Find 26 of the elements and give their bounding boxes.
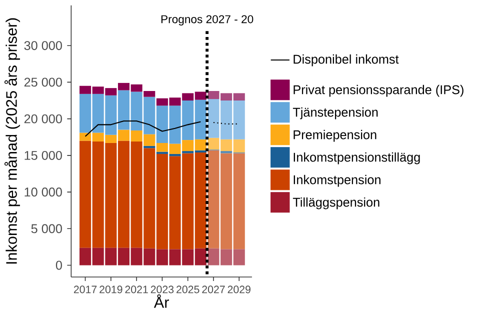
x-tick-label: 2025 xyxy=(176,286,200,294)
legend-label: Inkomstpensionstillägg xyxy=(294,152,420,164)
y-tick-label: 30 000 xyxy=(24,41,62,50)
legend-label: Inkomstpension xyxy=(294,175,380,187)
legend-label: Tilläggspension xyxy=(292,198,380,210)
y-tick-label: 0 xyxy=(56,260,62,270)
line-series xyxy=(84,120,202,138)
y-axis-title: Inkomst per månad (2025 års priser) xyxy=(4,18,20,264)
bar xyxy=(156,152,168,154)
x-tick-label: 2017 xyxy=(74,286,97,294)
legend-label: Disponibel inkomst xyxy=(294,54,399,66)
x-tick-label: 2023 xyxy=(150,286,174,294)
x-tick-label: 2027 xyxy=(202,286,225,294)
x-tick-label: 2019 xyxy=(100,286,122,294)
legend-label: Premiepension xyxy=(294,130,376,142)
y-tick-label: 15 000 xyxy=(24,151,62,160)
y-tick-label: 25 000 xyxy=(24,78,62,87)
ref-line-label: Prognos 2027 - 20 xyxy=(161,15,254,26)
y-tick-label: 20 000 xyxy=(24,114,62,124)
y-tick-label: 10 000 xyxy=(24,188,62,197)
y-tick-label: 5 000 xyxy=(31,224,62,234)
legend-label: Tjänstepension xyxy=(292,108,378,120)
x-tick-label: 2029 xyxy=(228,286,250,294)
x-axis-title: År xyxy=(154,294,169,308)
legend-label: Privat pensionssparande (IPS) xyxy=(294,85,464,97)
x-tick-label: 2021 xyxy=(125,286,148,294)
